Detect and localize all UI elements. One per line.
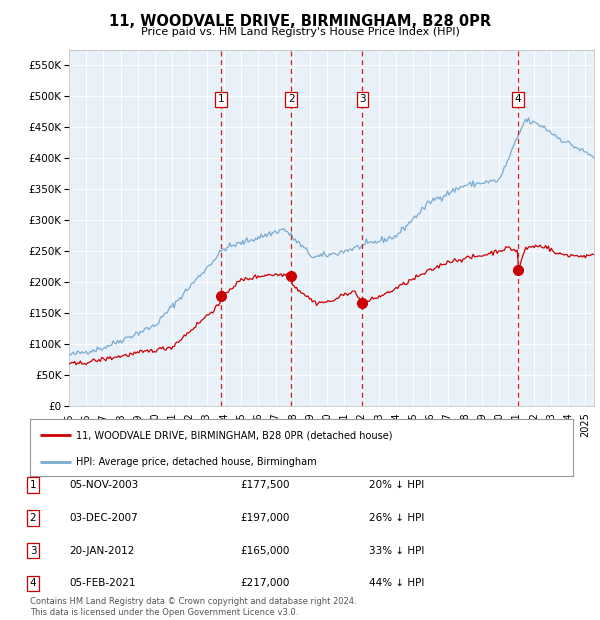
Text: 05-NOV-2003: 05-NOV-2003 bbox=[69, 480, 138, 490]
Text: 2: 2 bbox=[29, 513, 37, 523]
Text: £197,000: £197,000 bbox=[240, 513, 289, 523]
Text: 4: 4 bbox=[29, 578, 37, 588]
Text: 33% ↓ HPI: 33% ↓ HPI bbox=[369, 546, 424, 556]
Text: 3: 3 bbox=[29, 546, 37, 556]
Text: 11, WOODVALE DRIVE, BIRMINGHAM, B28 0PR: 11, WOODVALE DRIVE, BIRMINGHAM, B28 0PR bbox=[109, 14, 491, 29]
Text: 11, WOODVALE DRIVE, BIRMINGHAM, B28 0PR (detached house): 11, WOODVALE DRIVE, BIRMINGHAM, B28 0PR … bbox=[76, 430, 392, 440]
Text: 1: 1 bbox=[29, 480, 37, 490]
Text: HPI: Average price, detached house, Birmingham: HPI: Average price, detached house, Birm… bbox=[76, 457, 317, 467]
Text: 3: 3 bbox=[359, 94, 366, 104]
Text: Price paid vs. HM Land Registry's House Price Index (HPI): Price paid vs. HM Land Registry's House … bbox=[140, 27, 460, 37]
Text: 1: 1 bbox=[218, 94, 224, 104]
Text: 05-FEB-2021: 05-FEB-2021 bbox=[69, 578, 136, 588]
Text: 2: 2 bbox=[288, 94, 295, 104]
Text: Contains HM Land Registry data © Crown copyright and database right 2024.
This d: Contains HM Land Registry data © Crown c… bbox=[30, 598, 356, 617]
Text: £177,500: £177,500 bbox=[240, 480, 290, 490]
Text: 20-JAN-2012: 20-JAN-2012 bbox=[69, 546, 134, 556]
Text: 20% ↓ HPI: 20% ↓ HPI bbox=[369, 480, 424, 490]
Text: 4: 4 bbox=[515, 94, 521, 104]
Text: £165,000: £165,000 bbox=[240, 546, 289, 556]
Text: 44% ↓ HPI: 44% ↓ HPI bbox=[369, 578, 424, 588]
Text: 26% ↓ HPI: 26% ↓ HPI bbox=[369, 513, 424, 523]
Text: 03-DEC-2007: 03-DEC-2007 bbox=[69, 513, 138, 523]
Text: £217,000: £217,000 bbox=[240, 578, 289, 588]
